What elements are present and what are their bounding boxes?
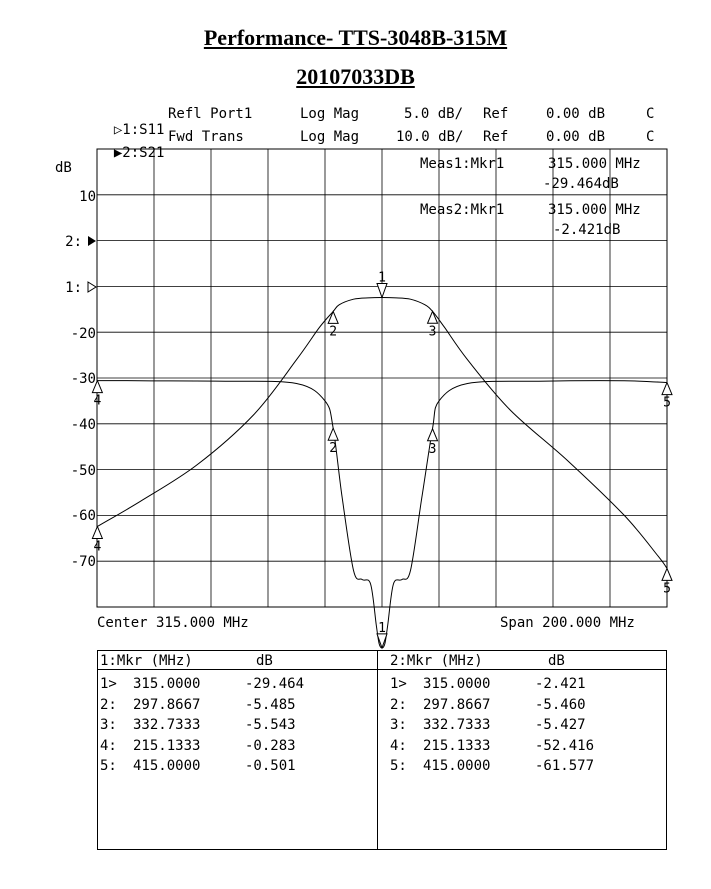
marker-freq-cell: 332.7333 (133, 717, 201, 733)
series-s21-line (97, 296, 668, 569)
meas1-freq: 315.000 MHz (548, 156, 641, 172)
s21-marker-label: 3 (429, 324, 437, 339)
s11-marker-1-icon (376, 633, 388, 650)
meas1-label: Meas1:Mkr1 (420, 156, 505, 172)
table-divider (377, 651, 378, 849)
trace-ref-label: Ref (483, 106, 509, 122)
trace-ref: 0.00 dB (546, 129, 606, 145)
marker-idx-cell: 2: (100, 696, 117, 713)
marker-freq-cell: 315.0000 (133, 676, 201, 692)
trace-marker-filled-icon: ▶ (113, 145, 123, 161)
marker-idx-cell: 3: (100, 717, 117, 733)
s11-marker-label: 4 (93, 394, 101, 409)
s21-marker-5-icon (661, 567, 673, 581)
s11-marker-label: 5 (663, 396, 671, 411)
center-frequency-label: Center 315.000 MHz (97, 615, 249, 631)
marker-idx-cell: 4: (100, 737, 117, 754)
marker-freq-cell: 215.1333 (423, 737, 491, 754)
y-tick-label: -50 (70, 463, 96, 479)
marker-db-cell: -0.501 (245, 758, 296, 774)
s21-marker-4-icon (91, 525, 104, 539)
s11-marker-label: 2 (329, 441, 337, 456)
y-tick-label: -60 (70, 508, 96, 524)
marker-layer: 1 2 3 4 5 1 2 3 4 5 (91, 270, 673, 650)
trace-name: Refl Port1 (168, 106, 253, 122)
meas2-label: Meas2:Mkr1 (420, 202, 505, 218)
s21-marker-label: 2 (329, 324, 337, 339)
s11-table-header-db: dB (256, 653, 273, 669)
s11-marker-5-icon (661, 381, 673, 396)
marker-db-cell: -5.460 (535, 696, 586, 713)
trace-flag: C (646, 106, 655, 122)
s11-marker-label: 3 (429, 442, 437, 457)
marker-freq-cell: 415.0000 (423, 758, 491, 774)
marker-db-cell: -5.485 (245, 696, 296, 713)
page-subtitle: 20107033DB (296, 64, 415, 89)
y-tick-label: 10 (79, 189, 96, 205)
s11-table-header-freq: 1:Mkr (MHz) (100, 653, 193, 669)
span-label: Span 200.000 MHz (500, 615, 635, 631)
y-tick-label: -70 (70, 554, 96, 570)
marker-db-cell: -0.283 (245, 737, 296, 754)
s21-table-header-freq: 2:Mkr (MHz) (390, 653, 483, 669)
meas2-freq: 315.000 MHz (548, 202, 641, 218)
meas1-value: -29.464dB (543, 176, 619, 192)
marker-idx-cell: 1> (390, 676, 407, 692)
trace-scale: 5.0 dB/ (404, 106, 464, 122)
s11-marker-label: 1 (378, 621, 386, 636)
trace-id: 1:S11 (122, 122, 165, 138)
marker-idx-cell: 1> (100, 676, 117, 692)
trace-scale: 10.0 dB/ (396, 129, 464, 145)
marker-freq-cell: 297.8667 (133, 696, 201, 713)
y-tick-label: -30 (70, 371, 96, 387)
trace-ref-label: Ref (483, 129, 509, 145)
y-tick-label: 2: (65, 234, 82, 250)
ref-arrow-filled-icon (88, 236, 96, 246)
marker-db-cell: -2.421 (535, 676, 586, 692)
marker-db-cell: -5.427 (535, 717, 586, 733)
marker-freq-cell: 215.1333 (133, 737, 201, 754)
s11-marker-2-icon (327, 426, 339, 441)
s21-marker-1-icon (376, 282, 388, 299)
marker-db-cell: -61.577 (535, 758, 595, 774)
marker-db-cell: -5.543 (245, 717, 296, 733)
y-unit-label: dB (55, 160, 72, 176)
trace-header-s11: ▷1:S11 (97, 106, 165, 138)
meas2-value: -2.421dB (553, 222, 621, 238)
s11-marker-4-icon (91, 379, 104, 394)
marker-idx-cell: 2: (390, 696, 407, 713)
s11-marker-3-icon (426, 427, 439, 442)
trace-ref: 0.00 dB (546, 106, 606, 122)
s21-marker-label: 4 (93, 539, 101, 554)
trace-format: Log Mag (300, 106, 360, 122)
marker-db-cell: -52.416 (535, 737, 595, 754)
marker-freq-cell: 315.0000 (423, 676, 491, 692)
s21-marker-label: 5 (663, 581, 671, 596)
s21-table-header-db: dB (548, 653, 565, 669)
s21-marker-label: 1 (378, 270, 386, 285)
marker-freq-cell: 297.8667 (423, 696, 491, 713)
marker-idx-cell: 3: (390, 717, 407, 733)
ref-arrow-open-icon (87, 281, 97, 293)
marker-idx-cell: 4: (390, 737, 407, 754)
marker-idx-cell: 5: (390, 758, 407, 774)
trace-format: Log Mag (300, 129, 360, 145)
marker-idx-cell: 5: (100, 758, 117, 774)
y-tick-label: 1: (65, 280, 82, 296)
plot-grid (96, 148, 668, 608)
marker-table: 1:Mkr (MHz) dB 2:Mkr (MHz) dB 1> 315.0000… (97, 650, 667, 850)
trace-marker-open-icon: ▷ (113, 122, 123, 138)
marker-db-cell: -29.464 (245, 676, 305, 692)
trace-name: Fwd Trans (168, 129, 244, 145)
page-title: Performance- TTS-3048B-315M (203, 25, 508, 50)
y-tick-label: -40 (70, 417, 96, 433)
table-header-divider (98, 669, 666, 670)
y-tick-label: -20 (70, 326, 96, 342)
marker-freq-cell: 415.0000 (133, 758, 201, 774)
trace-flag: C (646, 129, 655, 145)
s21-marker-3-icon (426, 309, 439, 324)
s21-marker-2-icon (327, 310, 339, 324)
marker-freq-cell: 332.7333 (423, 717, 491, 733)
